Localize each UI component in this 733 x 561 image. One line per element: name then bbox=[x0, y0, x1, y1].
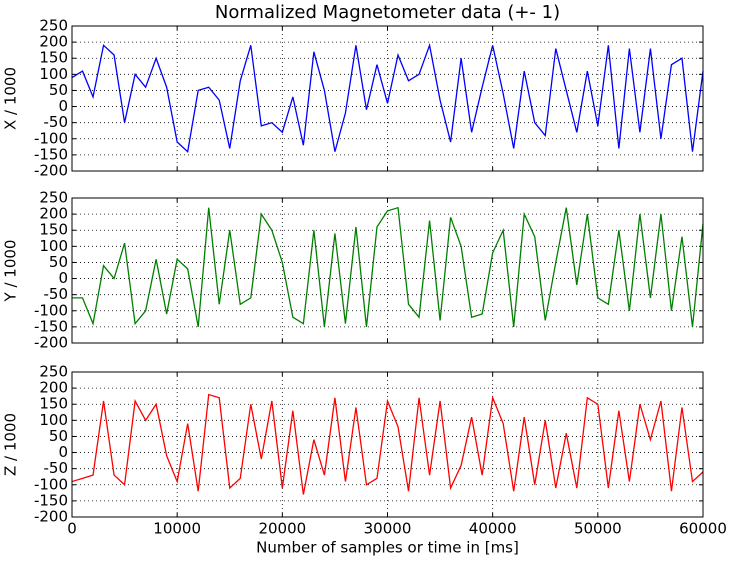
y-axis-label: Z / 1000 bbox=[2, 413, 20, 476]
x-tick-label: 0 bbox=[67, 520, 77, 538]
y-tick-label: -100 bbox=[34, 475, 68, 493]
y-tick-label: -50 bbox=[44, 459, 69, 477]
y-tick-label: 200 bbox=[39, 205, 68, 223]
y-tick-label: -200 bbox=[34, 334, 68, 352]
chart-title: Normalized Magnetometer data (+- 1) bbox=[215, 2, 560, 23]
plot-frame bbox=[71, 371, 704, 518]
y-tick-label: -150 bbox=[34, 317, 68, 335]
y-tick-label: -200 bbox=[34, 508, 68, 526]
y-tick-label: 100 bbox=[39, 411, 68, 429]
y-tick-label: 0 bbox=[58, 97, 68, 115]
y-tick-label: 250 bbox=[39, 17, 68, 35]
y-tick-label: -50 bbox=[44, 113, 69, 131]
y-tick-label: 50 bbox=[49, 427, 68, 445]
data-line bbox=[71, 393, 704, 495]
x-axis-label: Number of samples or time in [ms] bbox=[256, 539, 519, 557]
y-tick-label: 250 bbox=[39, 363, 68, 381]
x-tick-label: 30000 bbox=[364, 520, 412, 538]
y-tick-label: 50 bbox=[49, 253, 68, 271]
y-tick-label: 0 bbox=[58, 269, 68, 287]
plot-frame bbox=[71, 25, 704, 172]
x-tick-label: 50000 bbox=[574, 520, 622, 538]
y-tick-label: -100 bbox=[34, 301, 68, 319]
y-tick-label: 150 bbox=[39, 395, 68, 413]
x-tick-label: 40000 bbox=[469, 520, 517, 538]
y-tick-label: 100 bbox=[39, 237, 68, 255]
y-tick-label: 0 bbox=[58, 443, 68, 461]
x-tick-label: 20000 bbox=[258, 520, 306, 538]
plot-frame bbox=[71, 197, 704, 344]
x-tick-label: 60000 bbox=[679, 520, 727, 538]
y-tick-label: -150 bbox=[34, 491, 68, 509]
x-tick-label: 10000 bbox=[153, 520, 201, 538]
y-tick-label: 100 bbox=[39, 65, 68, 83]
y-tick-label: -200 bbox=[34, 162, 68, 180]
y-tick-label: -50 bbox=[44, 285, 69, 303]
y-axis-label: X / 1000 bbox=[2, 67, 20, 130]
y-tick-label: -100 bbox=[34, 129, 68, 147]
data-line bbox=[71, 42, 704, 153]
y-tick-label: 200 bbox=[39, 379, 68, 397]
y-tick-label: 200 bbox=[39, 33, 68, 51]
data-line bbox=[72, 206, 704, 328]
y-tick-label: -150 bbox=[34, 145, 68, 163]
y-tick-label: 150 bbox=[39, 49, 68, 67]
y-axis-label: Y / 1000 bbox=[2, 240, 20, 303]
y-tick-label: 250 bbox=[39, 189, 68, 207]
y-tick-label: 150 bbox=[39, 221, 68, 239]
y-tick-label: 50 bbox=[49, 81, 68, 99]
